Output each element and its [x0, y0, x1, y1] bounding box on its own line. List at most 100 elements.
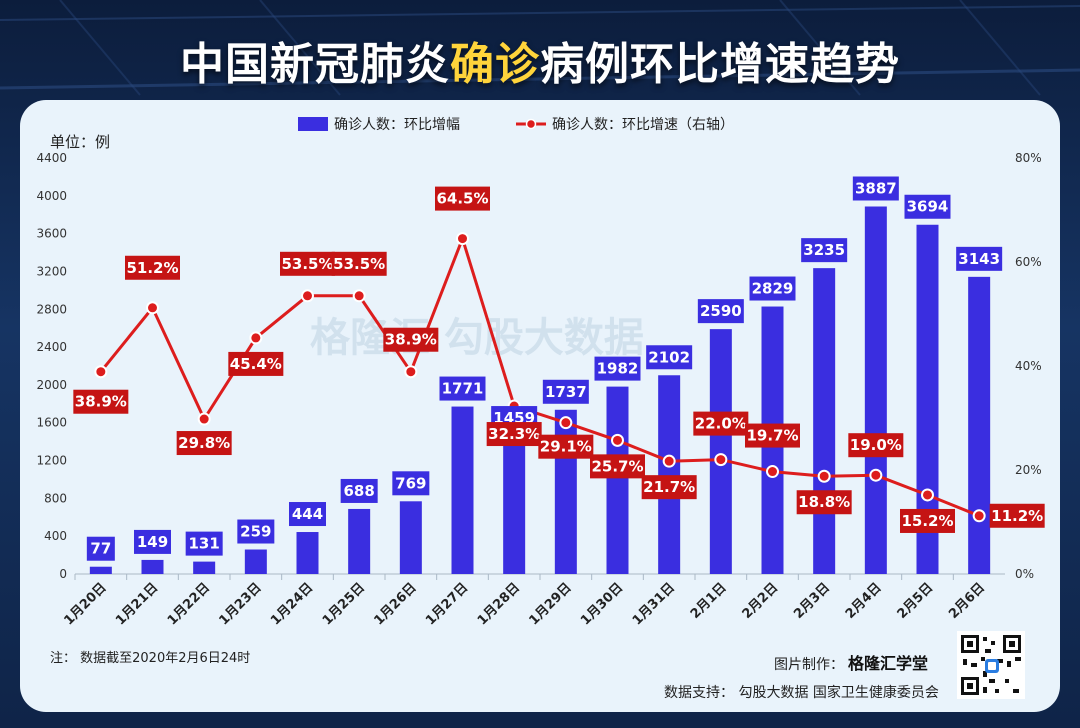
line-value-label-box — [900, 508, 955, 533]
line-value-label: 45.4% — [230, 355, 282, 373]
y-right-tick-label: 40% — [1015, 359, 1042, 373]
bar-value-label-box — [439, 376, 486, 401]
y-left-tick-label: 0 — [59, 567, 67, 581]
y-right-tick-label: 0% — [1015, 567, 1034, 581]
bar — [916, 224, 939, 574]
line-value-label: 21.7% — [643, 478, 695, 496]
line-value-label: 11.2% — [991, 507, 1043, 525]
x-tick-label: 2月2日 — [740, 580, 782, 622]
bar — [709, 329, 732, 574]
line-value-label-box — [641, 475, 697, 500]
line-point — [869, 468, 883, 482]
x-tick-label: 1月29日 — [526, 580, 574, 628]
line-value-label-box — [538, 434, 594, 459]
bar-value-label: 2829 — [752, 280, 794, 298]
bar-value-label-box — [289, 502, 326, 527]
line-value-label: 15.2% — [901, 512, 953, 530]
bar — [348, 508, 371, 574]
bar-value-label-box — [904, 194, 951, 219]
bar-value-label-box — [801, 238, 848, 263]
line-value-label: 29.1% — [540, 438, 592, 456]
bar-value-label: 1982 — [597, 360, 639, 378]
y-left-tick-label: 1600 — [36, 416, 67, 430]
x-tick-label: 1月26日 — [371, 580, 419, 628]
bar-value-label-box — [646, 345, 693, 370]
bar — [141, 559, 164, 574]
bar — [658, 375, 681, 574]
x-tick-label: 2月5日 — [895, 580, 937, 622]
qr-code-icon — [957, 631, 1025, 699]
bar — [968, 276, 991, 574]
line-point — [972, 509, 986, 523]
bar-value-label-box — [852, 176, 899, 201]
bar — [399, 501, 422, 574]
line-value-label: 53.5% — [333, 255, 385, 273]
x-tick-label: 1月21日 — [113, 580, 161, 628]
x-tick-label: 2月4日 — [843, 580, 885, 622]
bar — [554, 409, 577, 574]
bar-value-label: 3694 — [907, 198, 949, 216]
line-value-label-box — [73, 389, 129, 414]
x-tick-label: 1月25日 — [320, 580, 368, 628]
y-left-tick-label: 4400 — [36, 151, 67, 165]
bar-value-label-box — [594, 356, 641, 381]
data-source: 数据支持： 勾股大数据 国家卫生健康委员会 — [664, 685, 939, 701]
bar-value-label: 1737 — [545, 383, 587, 401]
line-point — [921, 488, 934, 502]
line-value-label: 64.5% — [436, 190, 488, 208]
line-point — [94, 365, 108, 379]
bar-value-label: 259 — [240, 523, 271, 541]
line-value-label: 22.0% — [695, 415, 747, 433]
line-value-label-box — [383, 327, 439, 352]
bar-value-label: 2590 — [700, 302, 742, 320]
bar-value-label-box — [340, 478, 378, 503]
x-tick-label: 1月27日 — [423, 580, 471, 628]
legend-line-marker — [525, 118, 537, 130]
y-left-tick-label: 800 — [44, 491, 67, 505]
line-value-label: 29.8% — [178, 434, 230, 452]
legend-bar-label: 确诊人数：环比增幅 — [334, 117, 460, 133]
y-right-tick-label: 80% — [1015, 151, 1042, 165]
line-value-label: 19.7% — [746, 427, 798, 445]
bar-value-label-box — [392, 471, 430, 496]
bar — [864, 206, 887, 574]
credit: 图片制作： 格隆汇学堂 — [774, 654, 929, 673]
line-value-label-box — [745, 423, 800, 448]
bar — [503, 436, 526, 574]
line-point — [611, 433, 624, 447]
x-tick-label: 1月20日 — [61, 580, 109, 628]
bar-value-label: 3887 — [855, 180, 897, 198]
footnote: 注： 数据截至2020年2月6日24时 — [50, 651, 251, 666]
y-left-tick-label: 2800 — [36, 302, 67, 316]
line-point — [352, 289, 366, 303]
line-value-label-box — [590, 454, 645, 479]
bar — [813, 268, 836, 574]
line-value-label-box — [796, 490, 852, 515]
line-value-label: 25.7% — [591, 457, 643, 475]
legend-line-label: 确诊人数：环比增速（右轴） — [552, 117, 734, 133]
bar-value-label-box — [697, 299, 744, 324]
line-point — [714, 453, 728, 467]
line-value-label: 38.9% — [75, 393, 127, 411]
line-point — [197, 412, 211, 426]
x-tick-label: 1月24日 — [268, 580, 316, 628]
x-tick-label: 2月6日 — [946, 580, 988, 622]
line-point — [249, 331, 263, 345]
bar — [244, 549, 267, 574]
bar-value-label-box — [86, 536, 115, 561]
line-value-label-box — [125, 255, 180, 280]
unit-label: 单位：例 — [50, 133, 111, 151]
line-point — [766, 465, 779, 479]
bar-value-label-box — [749, 276, 796, 301]
bar-value-label: 2102 — [648, 348, 690, 366]
bar-value-label-box — [956, 246, 1003, 271]
line-value-label-box — [486, 422, 542, 447]
line-value-label-box — [435, 186, 490, 211]
line-value-label-box — [280, 251, 335, 276]
bar-value-label: 149 — [137, 533, 168, 551]
x-tick-label: 1月31日 — [630, 580, 678, 628]
line-point — [456, 232, 469, 246]
x-tick-label: 1月30日 — [578, 580, 626, 628]
